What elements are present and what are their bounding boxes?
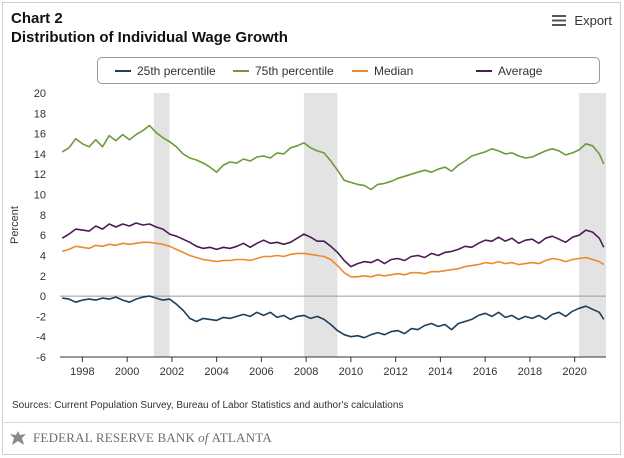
- legend-item-median[interactable]: Median: [352, 58, 413, 83]
- logo-text-of: of: [198, 430, 209, 445]
- footer-logo: FEDERAL RESERVE BANK of ATLANTA: [9, 430, 272, 446]
- logo-text-main: FEDERAL RESERVE BANK: [33, 430, 196, 445]
- y-tick-label: -2: [36, 311, 46, 323]
- y-tick-label: 16: [34, 129, 46, 141]
- legend-swatch-average: [476, 69, 492, 72]
- y-tick-label: 4: [40, 250, 46, 262]
- legend-swatch-75th: [233, 69, 249, 72]
- y-axis-title: Percent: [9, 206, 21, 244]
- legend-label-75th: 75th percentile: [255, 63, 334, 78]
- y-tick-label: 12: [34, 169, 46, 181]
- x-tick-label: 2006: [249, 366, 273, 378]
- y-tick-label: 20: [34, 88, 46, 100]
- recession-band-3: [579, 93, 606, 357]
- eagle-seal-icon: [10, 431, 26, 445]
- legend-swatch-median: [352, 69, 368, 72]
- x-tick-label: 2014: [428, 366, 452, 378]
- footer-divider: [2, 422, 621, 423]
- x-tick-label: 2008: [294, 366, 318, 378]
- y-tick-label: -4: [36, 332, 46, 344]
- series-line-p25[interactable]: [62, 295, 605, 339]
- legend-item-75th-percentile[interactable]: 75th percentile: [233, 58, 334, 83]
- series-line-average[interactable]: [61, 222, 605, 268]
- x-tick-label: 1998: [70, 366, 94, 378]
- y-tick-label: 14: [34, 149, 46, 161]
- legend-label-median: Median: [374, 63, 414, 78]
- title-block: Chart 2 Distribution of Individual Wage …: [11, 9, 288, 47]
- y-tick-label: 0: [40, 291, 46, 303]
- recession-band-1: [153, 93, 170, 357]
- legend: 25th percentile 75th percentile Median A…: [97, 57, 600, 84]
- legend-item-25th-percentile[interactable]: 25th percentile: [115, 58, 216, 83]
- x-tick-label: 2002: [160, 366, 184, 378]
- y-tick-label: 8: [40, 210, 46, 222]
- x-tick-label: 2018: [518, 366, 542, 378]
- legend-item-average[interactable]: Average: [476, 58, 542, 83]
- chart-number: Chart 2: [11, 10, 63, 27]
- series-line-median[interactable]: [61, 241, 605, 278]
- source-note: Sources: Current Population Survey, Bure…: [12, 400, 404, 411]
- export-label: Export: [574, 13, 612, 28]
- logo-text-city: ATLANTA: [211, 430, 272, 445]
- legend-label-average: Average: [498, 63, 543, 78]
- menu-icon: [552, 15, 567, 26]
- y-axis-ticks: -6 -4 -2 0 2 4 6 8 10 12 14 16 18 20: [34, 88, 46, 364]
- recession-bands: [153, 93, 606, 357]
- recession-band-2: [303, 93, 338, 357]
- y-tick-label: 18: [34, 108, 46, 120]
- x-tick-label: 2000: [115, 366, 139, 378]
- y-tick-label: 2: [40, 271, 46, 283]
- x-tick-label: 2010: [339, 366, 363, 378]
- x-tick-label: 2016: [473, 366, 497, 378]
- chart-title: Distribution of Individual Wage Growth: [11, 29, 288, 46]
- series-lines: [61, 124, 605, 339]
- x-tick-label: 2004: [204, 366, 228, 378]
- series-line-p75[interactable]: [61, 124, 605, 191]
- export-button[interactable]: Export: [552, 13, 612, 28]
- legend-swatch-25th: [115, 69, 131, 72]
- legend-label-25th: 25th percentile: [137, 63, 216, 78]
- y-tick-label: 10: [34, 190, 46, 202]
- x-tick-label: 2020: [562, 366, 586, 378]
- line-chart: -6 -4 -2 0 2 4 6 8 10 12 14 16 18 20 1998 2000 2002 2004…: [9, 88, 606, 378]
- y-tick-label: -6: [36, 352, 46, 364]
- y-tick-label: 6: [40, 230, 46, 242]
- x-axis-ticks: 1998 2000 2002 2004 2006 2008 2010 2012 2014 2016…: [70, 357, 587, 378]
- x-tick-label: 2012: [383, 366, 407, 378]
